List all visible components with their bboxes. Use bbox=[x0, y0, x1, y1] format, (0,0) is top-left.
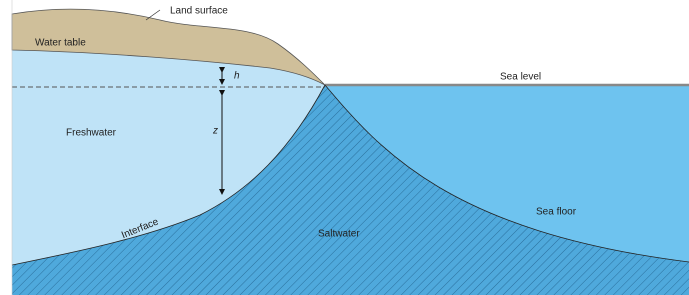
diagram: Land surface Water table h Sea level Fre… bbox=[0, 0, 689, 295]
label: Land surface bbox=[170, 6, 228, 17]
label: Saltwater bbox=[318, 229, 360, 240]
label: z bbox=[212, 126, 218, 137]
label: Sea level bbox=[500, 72, 541, 83]
label: Water table bbox=[35, 38, 86, 49]
label: Sea floor bbox=[536, 207, 577, 218]
label: h bbox=[234, 71, 240, 82]
label: Freshwater bbox=[66, 128, 117, 139]
